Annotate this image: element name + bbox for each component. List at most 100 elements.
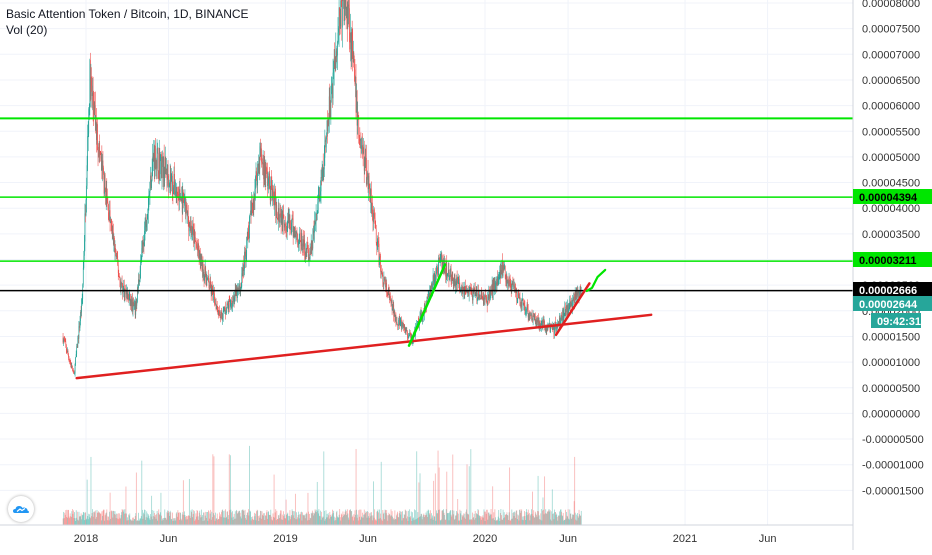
candle-body (519, 297, 520, 298)
candle-body (552, 324, 554, 329)
volume-bar (452, 454, 454, 525)
candle-body (92, 92, 93, 96)
volume-bar (524, 511, 525, 525)
volume-bar (231, 517, 233, 525)
candle-body (280, 213, 282, 224)
candle-body (326, 136, 327, 140)
symbol-title[interactable]: Basic Attention Token / Bitcoin, 1D, BIN… (6, 7, 249, 21)
candle-body (313, 230, 315, 233)
volume-bar (157, 520, 159, 525)
volume-bar (492, 486, 494, 525)
volume-bar (472, 512, 473, 525)
candle-body (110, 221, 112, 223)
volume-bars (62, 445, 582, 525)
candle-body (206, 278, 208, 286)
volume-bar (110, 518, 112, 525)
volume-bar (153, 513, 155, 525)
volume-indicator-label[interactable]: Vol (20) (6, 23, 48, 37)
candle-body (127, 292, 129, 299)
volume-bar (547, 511, 549, 525)
volume-bar (70, 517, 72, 525)
candle-body (287, 217, 289, 222)
volume-bar (96, 516, 97, 525)
volume-bar (228, 454, 230, 525)
volume-bar (450, 510, 452, 525)
volume-bar (580, 510, 582, 525)
volume-bar (390, 516, 391, 525)
candle-body (304, 255, 306, 258)
candle-body (167, 164, 168, 180)
volume-bar (87, 519, 89, 525)
volume-bar (108, 520, 110, 525)
volume-bar (265, 515, 267, 525)
volume-bar (568, 518, 570, 525)
volume-bar (377, 509, 379, 525)
candle-body (273, 201, 275, 206)
candle-body (576, 291, 578, 296)
volume-bar (310, 512, 312, 525)
candle-body (388, 290, 390, 294)
candle-body (375, 228, 377, 243)
candle-body (87, 133, 89, 137)
candle-body (454, 274, 455, 285)
candle-body (271, 185, 273, 201)
volume-bar (407, 520, 409, 525)
volume-bar (461, 514, 463, 525)
candle-body (173, 187, 174, 194)
volume-bar (323, 451, 325, 525)
volume-bar (536, 514, 537, 525)
candle-body (225, 313, 227, 314)
candle-body (278, 207, 280, 221)
volume-bar (170, 518, 172, 525)
candle-body (228, 300, 230, 302)
price-axis[interactable]: 0.000080000.000075000.000070000.00006500… (852, 0, 924, 550)
volume-bar (149, 518, 150, 525)
volume-bar (65, 517, 67, 525)
candle-body (178, 193, 179, 195)
volume-bar (261, 518, 262, 525)
candle-body (203, 271, 204, 277)
time-axis[interactable]: 2018 Jun 2019 Jun 2020 Jun 2021 Jun (0, 524, 853, 545)
candle-body (182, 192, 184, 213)
volume-bar (437, 450, 439, 525)
volume-bar (123, 509, 125, 525)
x-tick-label: 2019 (273, 533, 297, 545)
volume-bar (375, 519, 377, 525)
volume-bar (289, 510, 291, 525)
candle-body (86, 165, 88, 186)
candle-body (479, 294, 481, 299)
volume-bar (129, 519, 131, 525)
candle-body (416, 323, 418, 327)
candle-body (457, 279, 459, 284)
volume-bar (400, 514, 402, 525)
candle-body (317, 195, 319, 203)
volume-bar (378, 518, 380, 525)
volume-bar (448, 513, 449, 525)
candle-body (292, 218, 293, 220)
candle-body (440, 257, 442, 259)
candle-body (341, 0, 343, 28)
volume-bar (240, 516, 242, 525)
volume-bar (305, 512, 307, 525)
volume-bar (64, 512, 66, 525)
volume-bar (314, 509, 316, 525)
candle-body (63, 339, 65, 340)
tradingview-logo[interactable] (8, 496, 34, 522)
candle-body (557, 322, 559, 323)
candle-body (137, 287, 139, 289)
volume-bar (99, 512, 101, 525)
candle-body (277, 217, 279, 220)
candle-body (181, 196, 183, 213)
volume-bar (134, 515, 136, 525)
candle-body (68, 357, 70, 361)
volume-bar (215, 512, 216, 525)
volume-bar (355, 448, 357, 525)
candle-body (286, 230, 287, 232)
candle-body (492, 279, 494, 294)
candle-body (335, 51, 337, 58)
volume-bar (98, 512, 100, 525)
volume-bar (97, 512, 99, 525)
candle-body (563, 312, 565, 321)
